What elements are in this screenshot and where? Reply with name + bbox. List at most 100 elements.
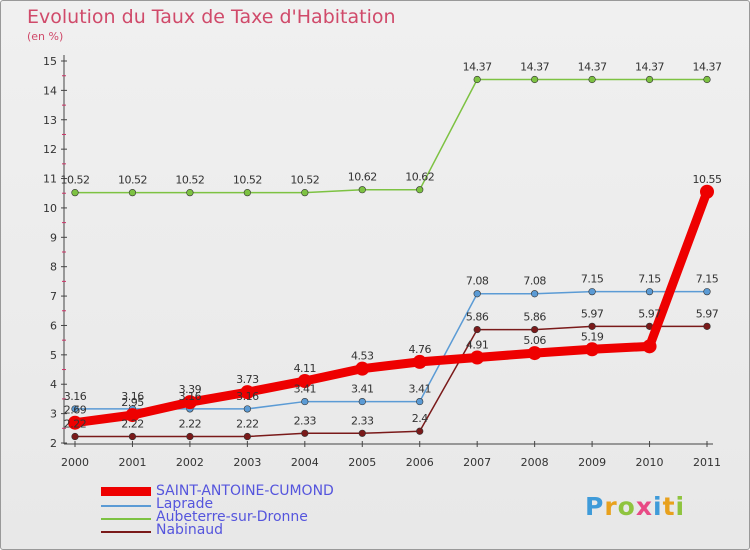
data-label: 3.16 <box>179 390 202 403</box>
data-point <box>531 75 539 84</box>
data-point <box>416 397 424 406</box>
y-tick-label: 7 <box>50 290 57 303</box>
y-tick-label: 9 <box>50 231 57 244</box>
y-tick-label: 8 <box>50 261 57 274</box>
y-tick-label: 12 <box>43 143 57 156</box>
data-point <box>703 322 711 330</box>
data-label: 2.33 <box>294 414 317 427</box>
data-label: 3.41 <box>351 383 374 396</box>
data-point <box>473 290 481 298</box>
data-point <box>358 429 366 437</box>
x-tick-label: 2004 <box>291 456 319 469</box>
data-point <box>186 432 194 441</box>
x-tick-label: 2011 <box>693 456 721 469</box>
data-label: 10.52 <box>290 174 319 187</box>
legend-swatch <box>101 505 151 507</box>
data-point <box>128 189 137 197</box>
data-label: 5.97 <box>638 307 661 320</box>
data-label: 7.15 <box>581 273 604 286</box>
data-point <box>71 432 79 441</box>
data-label: 4.11 <box>294 362 317 375</box>
proxiti-logo: Proxiti <box>585 492 686 521</box>
data-label: 10.52 <box>118 174 147 187</box>
data-point <box>645 75 654 84</box>
series-line <box>74 78 708 194</box>
data-label: 14.37 <box>693 61 722 74</box>
data-point <box>182 395 197 410</box>
data-label: 5.97 <box>696 307 719 320</box>
legend-label: SAINT-ANTOINE-CUMOND <box>156 483 334 499</box>
data-label: 2.95 <box>121 396 144 409</box>
data-label: 10.55 <box>693 173 722 186</box>
data-point <box>531 290 539 298</box>
data-label: 2.22 <box>121 418 144 431</box>
data-point <box>301 429 309 437</box>
data-point <box>412 354 427 369</box>
data-point <box>68 415 82 430</box>
series-line <box>70 187 712 428</box>
data-point <box>642 339 657 354</box>
data-label: 3.41 <box>294 383 317 396</box>
data-label: 14.37 <box>635 61 664 74</box>
data-label: 3.73 <box>236 373 259 386</box>
data-label: 2.22 <box>64 418 87 431</box>
data-point <box>588 75 596 84</box>
y-tick-label: 11 <box>43 173 57 186</box>
x-tick-label: 2008 <box>521 456 549 469</box>
data-point <box>186 189 194 197</box>
chart-title: Evolution du Taux de Taxe d'Habitation <box>27 6 396 28</box>
data-point <box>700 184 714 199</box>
series-line <box>74 325 708 438</box>
data-point <box>416 186 424 194</box>
legend-label: Nabinaud <box>156 522 224 538</box>
data-label: 2.4 <box>412 412 428 425</box>
data-label: 3.16 <box>64 390 87 403</box>
data-point <box>301 189 309 197</box>
data-point <box>470 350 485 365</box>
data-point <box>645 288 654 296</box>
x-tick-label: 2006 <box>406 456 434 469</box>
x-tick-label: 2007 <box>463 456 491 469</box>
data-point <box>301 397 309 406</box>
x-tick-label: 2003 <box>233 456 261 469</box>
data-label: 5.19 <box>581 330 604 343</box>
data-label: 7.15 <box>696 273 719 286</box>
data-label: 14.37 <box>578 61 607 74</box>
data-point <box>125 408 140 423</box>
data-point <box>358 186 366 194</box>
data-point <box>527 346 542 361</box>
data-label: 7.08 <box>466 275 489 288</box>
y-tick-label: 13 <box>43 114 57 127</box>
chart-subtitle: (en %) <box>27 30 64 43</box>
data-label: 3.39 <box>179 383 202 396</box>
data-point <box>355 361 370 376</box>
data-point <box>243 405 251 413</box>
legend-swatch <box>101 531 151 533</box>
data-point <box>358 397 366 406</box>
data-label: 2.22 <box>236 418 259 431</box>
data-point <box>71 189 79 197</box>
data-label: 4.53 <box>351 350 374 363</box>
data-label: 4.91 <box>466 338 489 351</box>
data-point <box>703 288 711 296</box>
x-tick-label: 2009 <box>578 456 606 469</box>
data-label: 7.08 <box>523 275 546 288</box>
y-tick-label: 5 <box>50 349 57 362</box>
y-tick-label: 14 <box>43 84 57 97</box>
y-tick-label: 15 <box>43 55 57 68</box>
data-label: 5.86 <box>523 311 546 324</box>
data-label: 10.52 <box>175 174 204 187</box>
x-tick-label: 2005 <box>348 456 376 469</box>
data-label: 5.86 <box>466 311 489 324</box>
legend-label: Aubeterre-sur-Dronne <box>156 509 308 525</box>
data-point <box>703 75 711 84</box>
y-tick-label: 10 <box>43 202 57 215</box>
y-tick-label: 6 <box>50 319 57 332</box>
y-tick-label: 4 <box>50 378 57 391</box>
data-label: 10.62 <box>405 171 434 184</box>
data-label: 5.97 <box>581 307 604 320</box>
x-tick-label: 2002 <box>176 456 204 469</box>
legend-label: Laprade <box>156 496 214 512</box>
